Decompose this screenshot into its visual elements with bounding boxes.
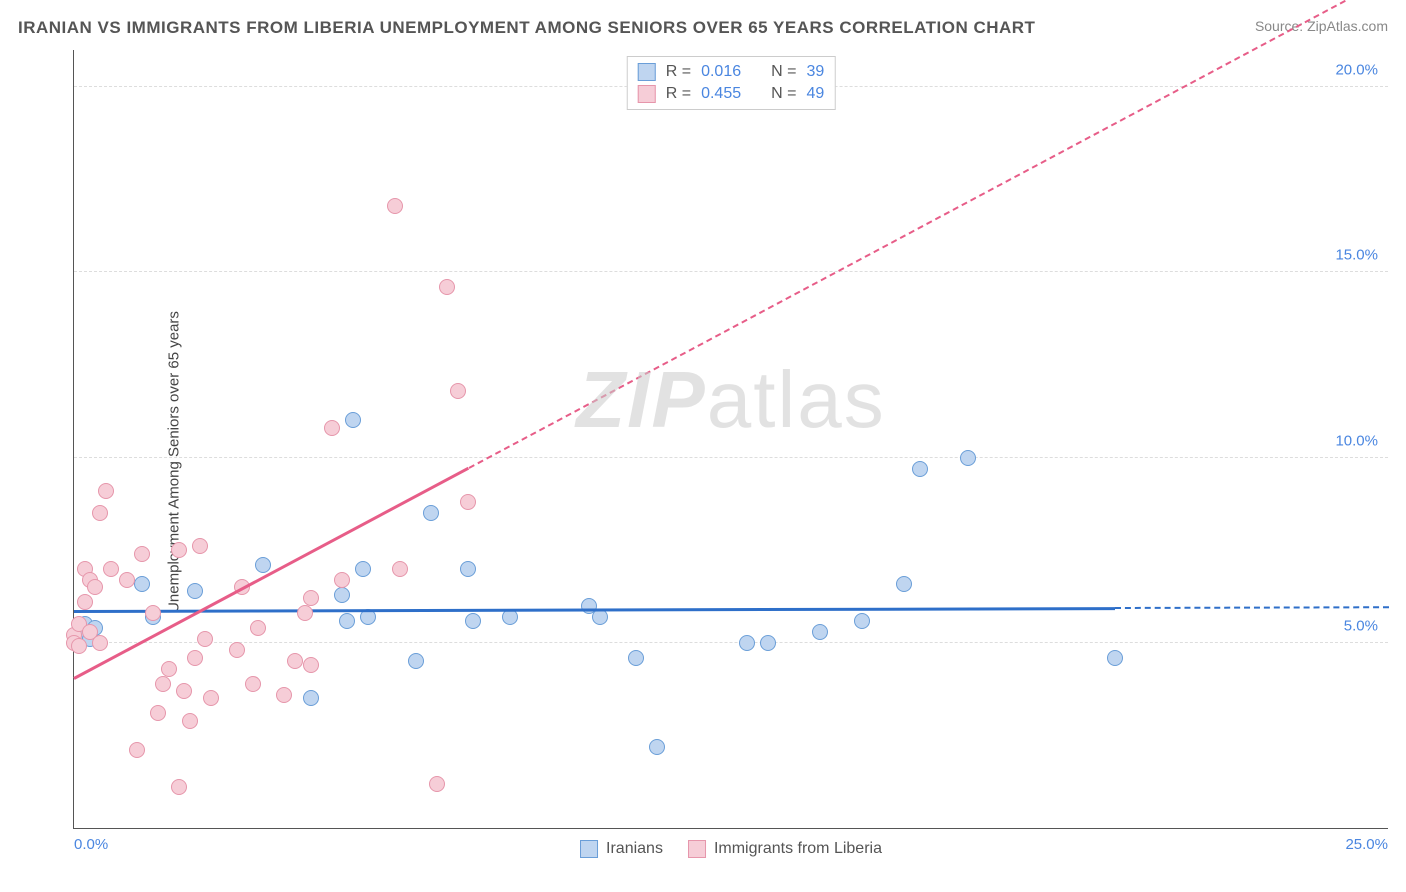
data-point-liberia	[387, 198, 403, 214]
data-point-iranians	[423, 505, 439, 521]
series-legend-item-iranians: Iranians	[580, 840, 663, 858]
series-legend: Iranians Immigrants from Liberia	[580, 840, 882, 858]
data-point-iranians	[303, 690, 319, 706]
data-point-liberia	[303, 590, 319, 606]
r-label: R =	[666, 85, 691, 103]
plot-area: ZIPatlas R =0.016N =39R =0.455N =49 Iran…	[73, 50, 1388, 829]
data-point-iranians	[912, 461, 928, 477]
data-point-liberia	[134, 546, 150, 562]
data-point-iranians	[334, 587, 350, 603]
data-point-liberia	[287, 653, 303, 669]
correlation-legend-row-iranians: R = 0.016 N = 39	[638, 61, 825, 83]
data-point-liberia	[229, 642, 245, 658]
data-point-iranians	[649, 739, 665, 755]
data-point-iranians	[896, 576, 912, 592]
data-point-liberia	[429, 776, 445, 792]
data-point-liberia	[155, 676, 171, 692]
data-point-liberia	[103, 561, 119, 577]
data-point-liberia	[77, 594, 93, 610]
r-value: 0.455	[701, 85, 741, 103]
correlation-legend: R = 0.016 N = 39 R = 0.455 N = 49	[627, 56, 836, 110]
y-tick-label: 5.0%	[1344, 617, 1378, 634]
data-point-liberia	[303, 657, 319, 673]
data-point-iranians	[355, 561, 371, 577]
r-value: 0.016	[701, 63, 741, 81]
watermark-rest: atlas	[707, 355, 886, 444]
data-point-iranians	[345, 412, 361, 428]
data-point-liberia	[92, 505, 108, 521]
trend-line-extrapolated	[468, 0, 1389, 468]
data-point-iranians	[465, 613, 481, 629]
data-point-liberia	[297, 605, 313, 621]
data-point-liberia	[171, 542, 187, 558]
n-label: N =	[771, 63, 796, 81]
data-point-iranians	[628, 650, 644, 666]
data-point-liberia	[129, 742, 145, 758]
data-point-liberia	[250, 620, 266, 636]
data-point-liberia	[92, 635, 108, 651]
data-point-liberia	[450, 383, 466, 399]
data-point-iranians	[760, 635, 776, 651]
chart-title: IRANIAN VS IMMIGRANTS FROM LIBERIA UNEMP…	[18, 18, 1035, 38]
data-point-liberia	[439, 279, 455, 295]
n-value: 39	[806, 63, 824, 81]
data-point-liberia	[176, 683, 192, 699]
y-tick-label: 10.0%	[1335, 432, 1378, 449]
data-point-iranians	[1107, 650, 1123, 666]
data-point-iranians	[339, 613, 355, 629]
data-point-liberia	[71, 638, 87, 654]
data-point-liberia	[187, 650, 203, 666]
n-label: N =	[771, 85, 796, 103]
data-point-liberia	[245, 676, 261, 692]
data-point-liberia	[460, 494, 476, 510]
data-point-liberia	[161, 661, 177, 677]
data-point-liberia	[145, 605, 161, 621]
data-point-iranians	[408, 653, 424, 669]
data-point-liberia	[171, 779, 187, 795]
y-tick-label: 20.0%	[1335, 62, 1378, 79]
data-point-liberia	[150, 705, 166, 721]
data-point-liberia	[276, 687, 292, 703]
legend-swatch-liberia	[688, 840, 706, 858]
data-point-liberia	[334, 572, 350, 588]
source-attribution: Source: ZipAtlas.com	[1255, 18, 1388, 34]
series-label: Iranians	[606, 840, 663, 858]
watermark: ZIPatlas	[576, 354, 885, 446]
data-point-liberia	[203, 690, 219, 706]
data-point-iranians	[739, 635, 755, 651]
trend-line-extrapolated	[1115, 606, 1389, 609]
data-point-iranians	[255, 557, 271, 573]
trend-line	[73, 467, 469, 680]
series-legend-item-liberia: Immigrants from Liberia	[688, 840, 882, 858]
r-label: R =	[666, 63, 691, 81]
data-point-liberia	[192, 538, 208, 554]
data-point-iranians	[460, 561, 476, 577]
data-point-iranians	[854, 613, 870, 629]
legend-swatch-iranians	[638, 63, 656, 81]
x-tick-label: 25.0%	[1345, 836, 1388, 853]
data-point-liberia	[324, 420, 340, 436]
correlation-legend-row-liberia: R = 0.455 N = 49	[638, 83, 825, 105]
data-point-liberia	[119, 572, 135, 588]
data-point-liberia	[98, 483, 114, 499]
data-point-liberia	[87, 579, 103, 595]
data-point-iranians	[960, 450, 976, 466]
series-label: Immigrants from Liberia	[714, 840, 882, 858]
y-tick-label: 15.0%	[1335, 247, 1378, 264]
data-point-liberia	[197, 631, 213, 647]
chart-container: Unemployment Among Seniors over 65 years…	[18, 50, 1388, 874]
legend-swatch-liberia	[638, 85, 656, 103]
gridline-horizontal	[74, 271, 1388, 272]
data-point-iranians	[134, 576, 150, 592]
gridline-horizontal	[74, 457, 1388, 458]
data-point-liberia	[392, 561, 408, 577]
n-value: 49	[806, 85, 824, 103]
legend-swatch-iranians	[580, 840, 598, 858]
data-point-liberia	[182, 713, 198, 729]
gridline-horizontal	[74, 642, 1388, 643]
x-tick-label: 0.0%	[74, 836, 108, 853]
data-point-iranians	[812, 624, 828, 640]
data-point-iranians	[187, 583, 203, 599]
